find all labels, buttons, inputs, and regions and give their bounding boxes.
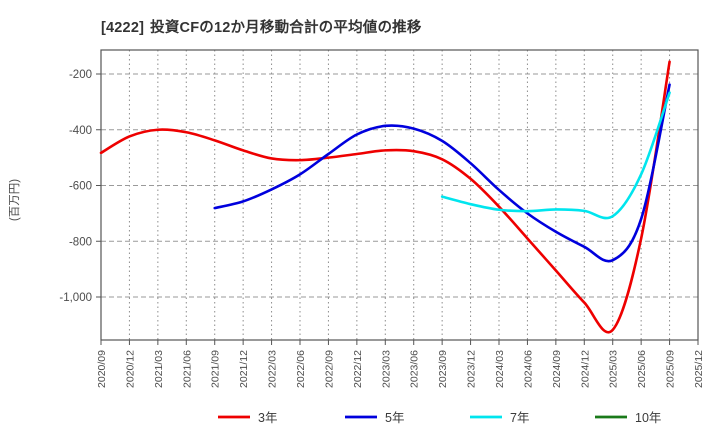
plot-frame-group xyxy=(100,49,699,341)
x-tick-label: 2021/06 xyxy=(181,350,193,388)
x-axis-ticks: 2020/09 2020/12 2021/03 2021/06 2021/09 2021/… xyxy=(96,340,705,388)
legend-label-4[interactable]: 10年 xyxy=(635,411,661,425)
x-tick-label: 2024/09 xyxy=(551,350,563,388)
y-axis-title-group: (百万円) xyxy=(9,179,21,221)
y-tick-label: -200 xyxy=(69,69,92,81)
data-series-group xyxy=(99,60,671,334)
legend-label-2[interactable]: 5年 xyxy=(385,411,404,425)
x-tick-label: 2023/12 xyxy=(466,350,478,388)
x-tick-label: 2022/06 xyxy=(295,350,307,388)
chart-title: [4222] 投資CFの12か月移動合計の平均値の推移 xyxy=(101,16,422,37)
x-tick-label: 2024/06 xyxy=(522,350,534,388)
x-tick-label: 2020/09 xyxy=(96,350,108,388)
x-tick-label: 2021/03 xyxy=(153,350,165,388)
x-tick-label: 2025/03 xyxy=(608,350,620,388)
y-axis-ticks: -200 -400 -600 -800 -1,000 xyxy=(59,69,101,304)
plot-frame xyxy=(100,49,699,341)
series-line-3 xyxy=(440,91,671,220)
x-tick-label: 2023/09 xyxy=(437,350,449,388)
x-tick-label: 2023/03 xyxy=(380,350,392,388)
x-tick-label: 2022/09 xyxy=(323,350,335,388)
x-tick-label: 2021/12 xyxy=(238,350,250,388)
y-axis-title: (百万円) xyxy=(9,179,21,221)
x-tick-label: 2025/12 xyxy=(693,350,705,388)
x-tick-label: 2025/06 xyxy=(636,350,648,388)
chart-title-code: [4222] xyxy=(101,20,145,36)
y-tick-label: -600 xyxy=(69,181,92,193)
x-tick-label: 2022/03 xyxy=(267,350,279,388)
grid-lines-horizontal xyxy=(101,73,698,298)
x-tick-label: 2020/12 xyxy=(124,350,136,388)
chart-title-text: 投資CFの12か月移動合計の平均値の推移 xyxy=(150,20,422,36)
legend-label-1[interactable]: 3年 xyxy=(258,411,277,425)
x-tick-label: 2024/03 xyxy=(494,350,506,388)
y-tick-label: -400 xyxy=(69,125,92,137)
x-tick-label: 2023/06 xyxy=(409,350,421,388)
chart-legend[interactable]: 3年 5年 7年 10年 xyxy=(218,411,661,425)
grid-lines-vertical xyxy=(100,50,699,340)
x-tick-label: 2022/12 xyxy=(352,350,364,388)
y-tick-label: -1,000 xyxy=(59,292,92,304)
y-tick-label: -800 xyxy=(69,236,92,248)
series-line-1 xyxy=(99,60,671,334)
series-line-2 xyxy=(213,83,671,263)
x-tick-label: 2021/09 xyxy=(210,350,222,388)
x-tick-label: 2024/12 xyxy=(579,350,591,388)
x-tick-label: 2025/09 xyxy=(665,350,677,388)
legend-label-3[interactable]: 7年 xyxy=(510,411,529,425)
